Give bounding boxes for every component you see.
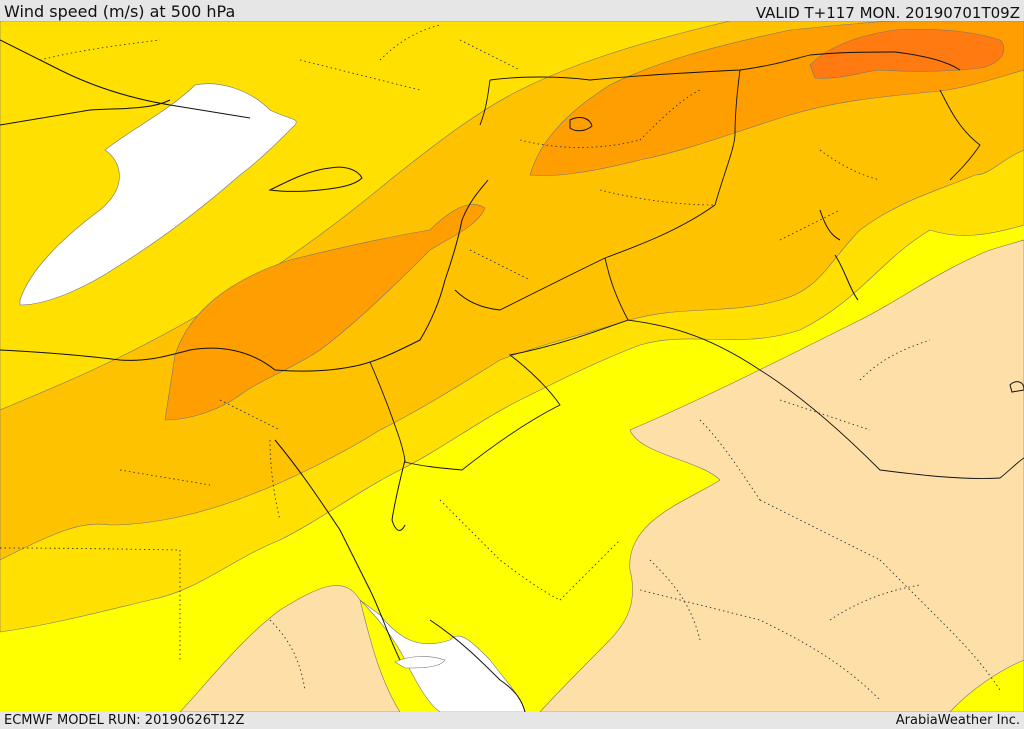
model-run: ECMWF MODEL RUN: 20190626T12Z <box>4 713 245 728</box>
admin-boundaries <box>0 24 1001 701</box>
coastlines <box>0 39 1024 712</box>
band-tan-east <box>539 239 1024 712</box>
map-title: Wind speed (m/s) at 500 hPa <box>4 2 236 21</box>
band-orange-light <box>0 21 1024 561</box>
band-orange <box>164 204 486 421</box>
band-tan-southwest <box>179 585 401 712</box>
calm-area-small <box>394 656 446 669</box>
valid-time: VALID T+117 MON. 20190701T09Z <box>755 4 1020 22</box>
footer-bar: ECMWF MODEL RUN: 20190626T12Z ArabiaWeat… <box>0 712 1024 729</box>
borders <box>369 51 1024 479</box>
header-bar: Wind speed (m/s) at 500 hPa VALID T+117 … <box>0 0 1024 22</box>
calm-area-redsea <box>359 599 526 712</box>
provider-credit: ArabiaWeather Inc. <box>895 713 1020 728</box>
wind-speed-map <box>0 21 1024 712</box>
calm-area-sea <box>19 83 297 306</box>
